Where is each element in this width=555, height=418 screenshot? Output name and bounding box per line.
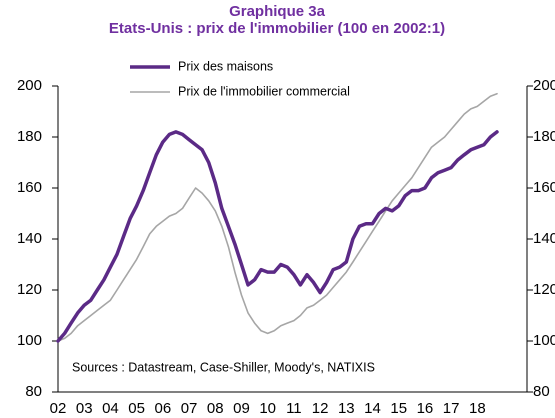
y-tick-label: 140 (17, 230, 42, 247)
y-tick-label: 80 (25, 383, 42, 400)
x-tick-label: 08 (207, 400, 224, 417)
x-tick-label: 16 (417, 400, 434, 417)
y-tick-label: 120 (17, 281, 42, 298)
y2-tick-label: 140 (533, 230, 555, 247)
source-note: Sources : Datastream, Case-Shiller, Mood… (72, 360, 375, 374)
y-tick-label: 160 (17, 179, 42, 196)
y2-tick-label: 100 (533, 332, 555, 349)
x-tick-label: 05 (128, 400, 145, 417)
x-tick-label: 17 (443, 400, 460, 417)
y2-tick-label: 180 (533, 128, 555, 145)
x-tick-label: 06 (154, 400, 171, 417)
x-tick-label: 18 (469, 400, 486, 417)
series-line (57, 92, 498, 342)
y-tick-label: 180 (17, 128, 42, 145)
y2-tick-label: 80 (533, 383, 550, 400)
x-tick-label: 12 (312, 400, 329, 417)
y-tick-label: 100 (17, 332, 42, 349)
x-tick-label: 02 (50, 400, 67, 417)
chart-subtitle: Etats-Unis : prix de l'immobilier (100 e… (109, 20, 445, 37)
x-tick-label: 04 (102, 400, 119, 417)
x-tick-label: 09 (233, 400, 250, 417)
x-tick-label: 07 (181, 400, 198, 417)
x-tick-label: 13 (338, 400, 355, 417)
x-tick-label: 03 (76, 400, 93, 417)
y2-tick-label: 200 (533, 77, 555, 94)
series-line (56, 130, 499, 343)
x-tick-label: 10 (259, 400, 276, 417)
chart-title: Graphique 3a (229, 3, 326, 20)
legend-label: Prix des maisons (178, 59, 273, 73)
x-tick-label: 15 (390, 400, 407, 417)
x-tick-label: 14 (364, 400, 381, 417)
x-tick-label: 11 (286, 400, 302, 417)
y2-tick-label: 120 (533, 281, 555, 298)
legend-label: Prix de l'immobilier commercial (178, 84, 350, 98)
y2-tick-label: 160 (533, 179, 555, 196)
y-tick-label: 200 (17, 77, 42, 94)
